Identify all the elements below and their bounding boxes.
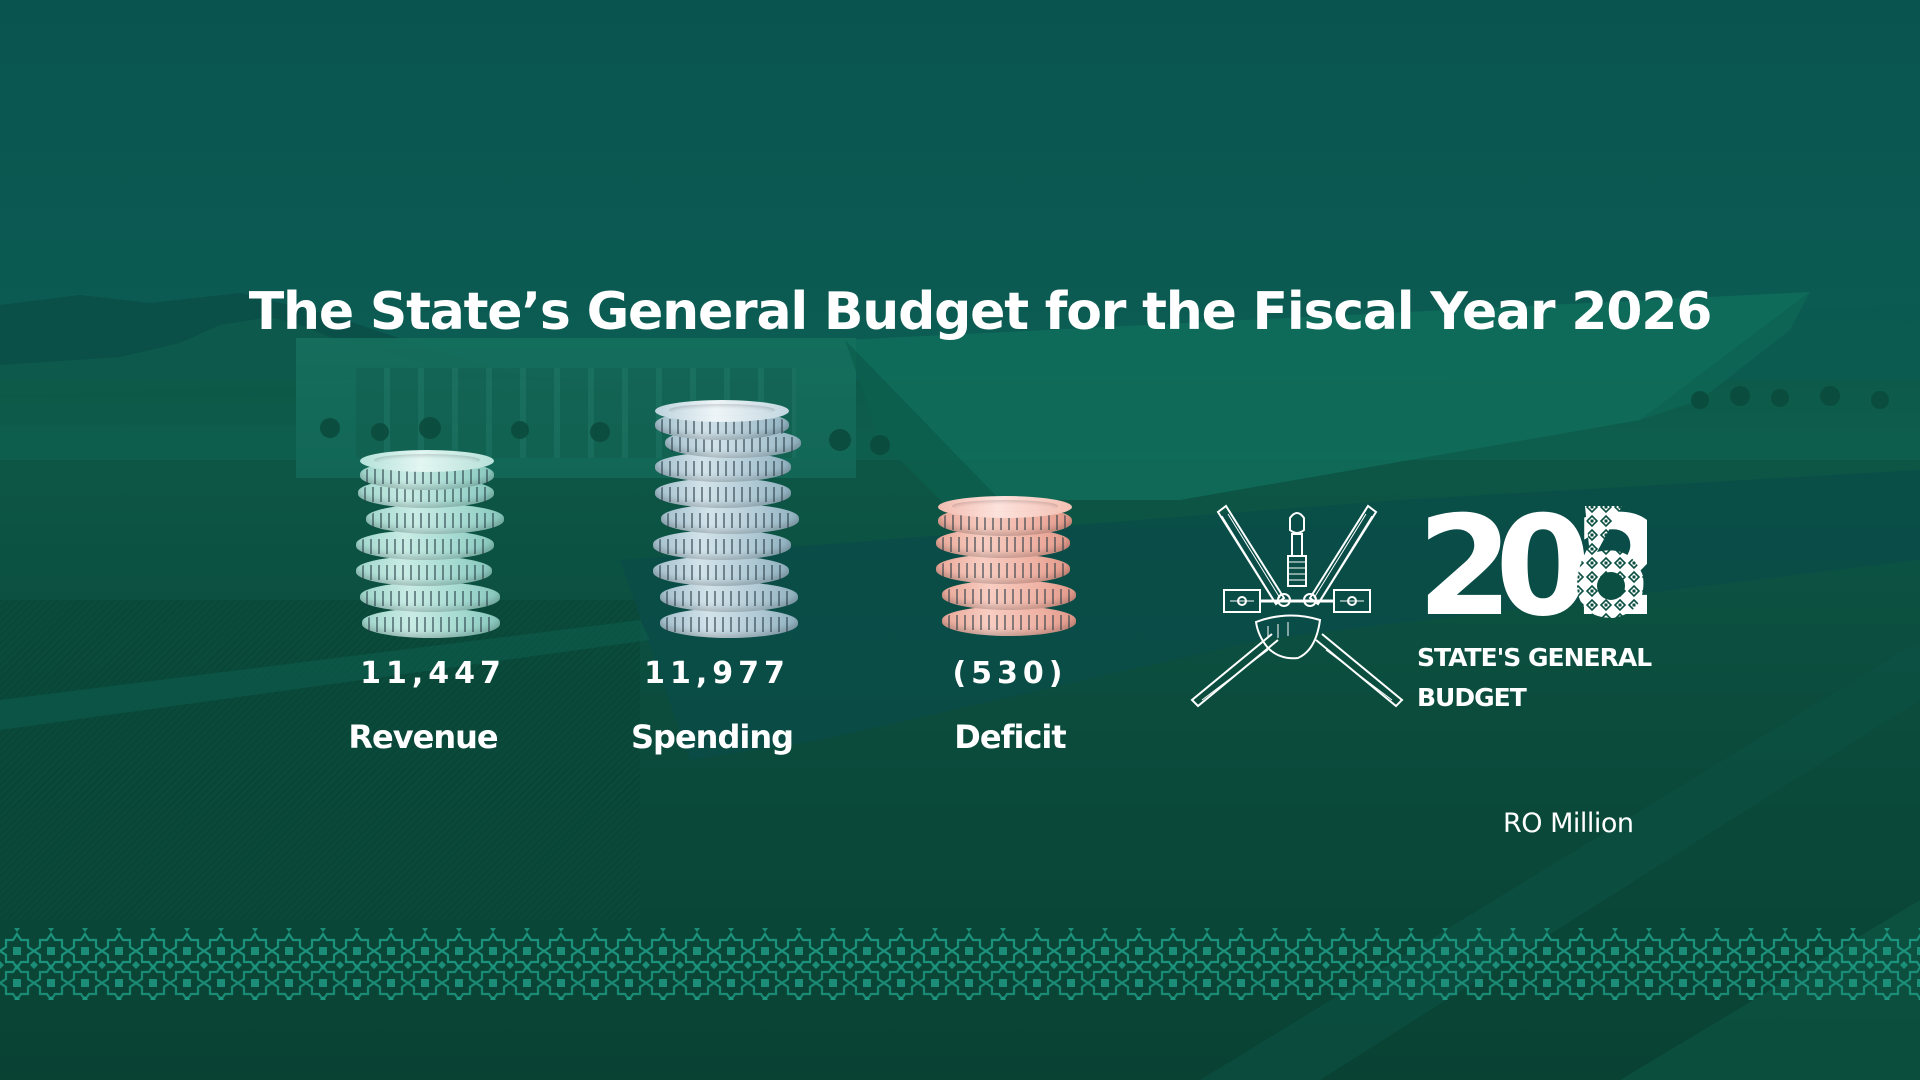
- coin-icon: [366, 504, 504, 534]
- coin-icon: [360, 582, 500, 612]
- logo-subtitle: STATE'S GENERAL BUDGET: [1417, 638, 1652, 718]
- coin-stack-deficit: [936, 494, 1082, 640]
- coin-icon: [653, 556, 789, 586]
- deficit-label: Deficit: [954, 718, 1066, 756]
- coin-icon: [660, 608, 798, 638]
- unit-label: RO Million: [1503, 808, 1634, 839]
- coin-icon: [356, 556, 492, 586]
- gravel-area: [0, 600, 640, 920]
- coin-stack-spending: [653, 400, 805, 640]
- coin-icon: [653, 530, 791, 560]
- decorative-pattern-band: [0, 928, 1920, 1000]
- revenue-label: Revenue: [348, 718, 498, 756]
- coin-top-icon: [655, 400, 789, 422]
- coin-top-icon: [360, 450, 494, 472]
- coin-top-icon: [938, 496, 1072, 518]
- coin-icon: [936, 554, 1070, 584]
- oman-national-emblem-icon: [1190, 504, 1404, 708]
- coin-icon: [661, 504, 799, 534]
- coin-icon: [942, 580, 1076, 610]
- coin-stack-revenue: [356, 448, 508, 640]
- year-2026-logo: 202: [1417, 500, 1647, 620]
- deficit-value: (530): [952, 656, 1068, 691]
- logo-subtitle-line2: BUDGET: [1417, 683, 1527, 712]
- coin-icon: [942, 606, 1076, 636]
- revenue-value: 11,447: [360, 656, 506, 691]
- spending-value: 11,977: [644, 656, 790, 691]
- page-title: The State’s General Budget for the Fisca…: [248, 282, 1713, 342]
- logo-subtitle-line1: STATE'S GENERAL: [1417, 643, 1652, 672]
- coin-icon: [356, 530, 494, 560]
- coin-icon: [660, 582, 798, 612]
- spending-label: Spending: [631, 718, 794, 756]
- coin-icon: [362, 608, 500, 638]
- coin-icon: [655, 478, 791, 508]
